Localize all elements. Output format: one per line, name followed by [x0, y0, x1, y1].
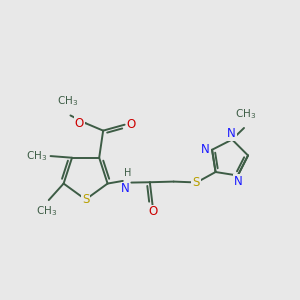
Text: $\mathregular{CH_3}$: $\mathregular{CH_3}$ [26, 149, 47, 163]
Text: N: N [227, 127, 236, 140]
Text: O: O [75, 117, 84, 130]
Text: $\mathregular{CH_3}$: $\mathregular{CH_3}$ [236, 107, 256, 121]
Text: O: O [148, 206, 158, 218]
Text: O: O [127, 118, 136, 131]
Text: N: N [200, 142, 209, 156]
Text: S: S [82, 193, 89, 206]
Text: H: H [124, 168, 132, 178]
Text: N: N [234, 175, 243, 188]
Text: $\mathregular{CH_3}$: $\mathregular{CH_3}$ [57, 94, 78, 107]
Text: $\mathregular{CH_3}$: $\mathregular{CH_3}$ [37, 204, 58, 218]
Text: N: N [121, 182, 130, 195]
Text: S: S [192, 176, 200, 189]
